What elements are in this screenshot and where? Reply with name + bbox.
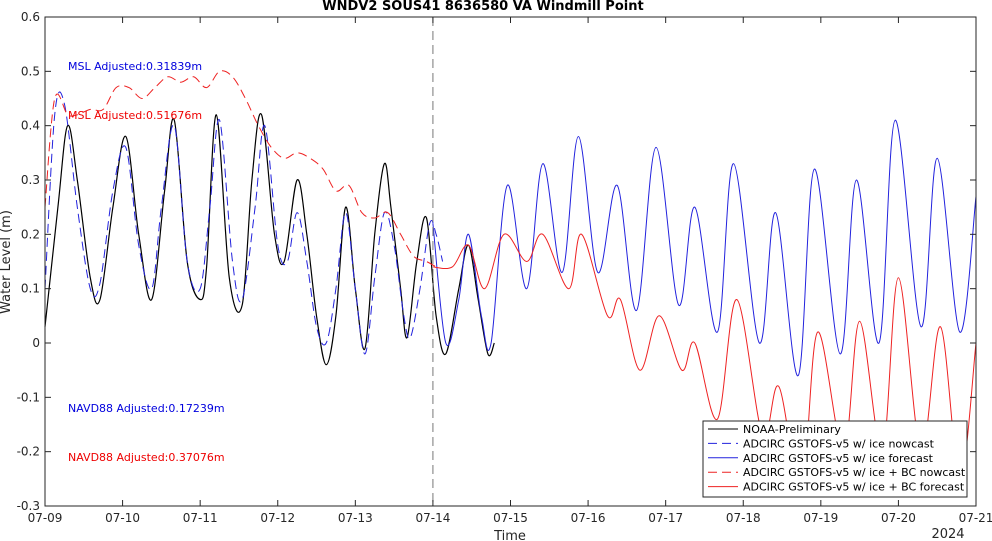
- x-tick-label: 07-20: [881, 511, 916, 525]
- x-tick-label: 07-13: [338, 511, 373, 525]
- series-line-5: [432, 233, 977, 491]
- y-tick-label: 0.6: [21, 10, 40, 24]
- legend-label-4: ADCIRC GSTOFS-v5 w/ ice + BC nowcast: [743, 466, 966, 479]
- series-layer: [44, 70, 977, 491]
- y-tick-label: 0.4: [21, 119, 40, 133]
- x-tick-label: 07-14: [415, 511, 450, 525]
- x-tick-label: 07-15: [493, 511, 528, 525]
- y-tick-label: -0.1: [17, 390, 40, 404]
- legend-label-1: NOAA-Preliminary: [743, 423, 841, 436]
- x-tick-label: 07-16: [571, 511, 606, 525]
- y-tick-label: 0.5: [21, 64, 40, 78]
- datum-annotation-2: MSL Adjusted:0.51676m: [68, 109, 202, 122]
- datum-annotation-4: NAVD88 Adjusted:0.37076m: [68, 451, 225, 464]
- x-tick-label: 07-12: [260, 511, 295, 525]
- series-line-4: [44, 70, 437, 268]
- y-axis-label: Water Level (m): [0, 210, 14, 314]
- legend-label-3: ADCIRC GSTOFS-v5 w/ ice forecast: [743, 452, 934, 465]
- y-tick-label: -0.3: [17, 499, 40, 513]
- y-tick-label: 0.2: [21, 227, 40, 241]
- x-tick-label: 07-11: [183, 511, 218, 525]
- y-tick-label: 0.3: [21, 173, 40, 187]
- datum-annotation-1: MSL Adjusted:0.31839m: [68, 60, 202, 73]
- legend-label-5: ADCIRC GSTOFS-v5 w/ ice + BC forecast: [743, 481, 965, 494]
- chart-title: WNDV2 SOUS41 8636580 VA Windmill Point: [322, 0, 643, 14]
- series-line-3: [432, 119, 977, 377]
- series-line-1: [44, 112, 495, 366]
- x-tick-label: 07-19: [803, 511, 838, 525]
- x-tick-label: 07-18: [726, 511, 761, 525]
- x-tick-label: 07-21: [959, 511, 992, 525]
- annotation-layer: MSL Adjusted:0.31839m MSL Adjusted:0.5167…: [68, 60, 225, 464]
- year-label: 2024: [931, 527, 964, 541]
- x-tick-label: 07-17: [648, 511, 683, 525]
- legend-label-2: ADCIRC GSTOFS-v5 w/ ice nowcast: [743, 437, 935, 450]
- x-axis-label: Time: [493, 529, 526, 541]
- y-tick-label: 0.1: [21, 282, 40, 296]
- y-tick-label: -0.2: [17, 445, 40, 459]
- ticks-layer: 07-09 07-10 07-11 07-12 07-13 07-14 07-15 07-16…: [17, 10, 992, 525]
- y-tick-label: 0: [32, 336, 40, 350]
- x-tick-label: 07-09: [28, 511, 63, 525]
- legend-box: [702, 420, 968, 498]
- datum-annotation-3: NAVD88 Adjusted:0.17239m: [68, 402, 225, 415]
- x-tick-label: 07-10: [105, 511, 140, 525]
